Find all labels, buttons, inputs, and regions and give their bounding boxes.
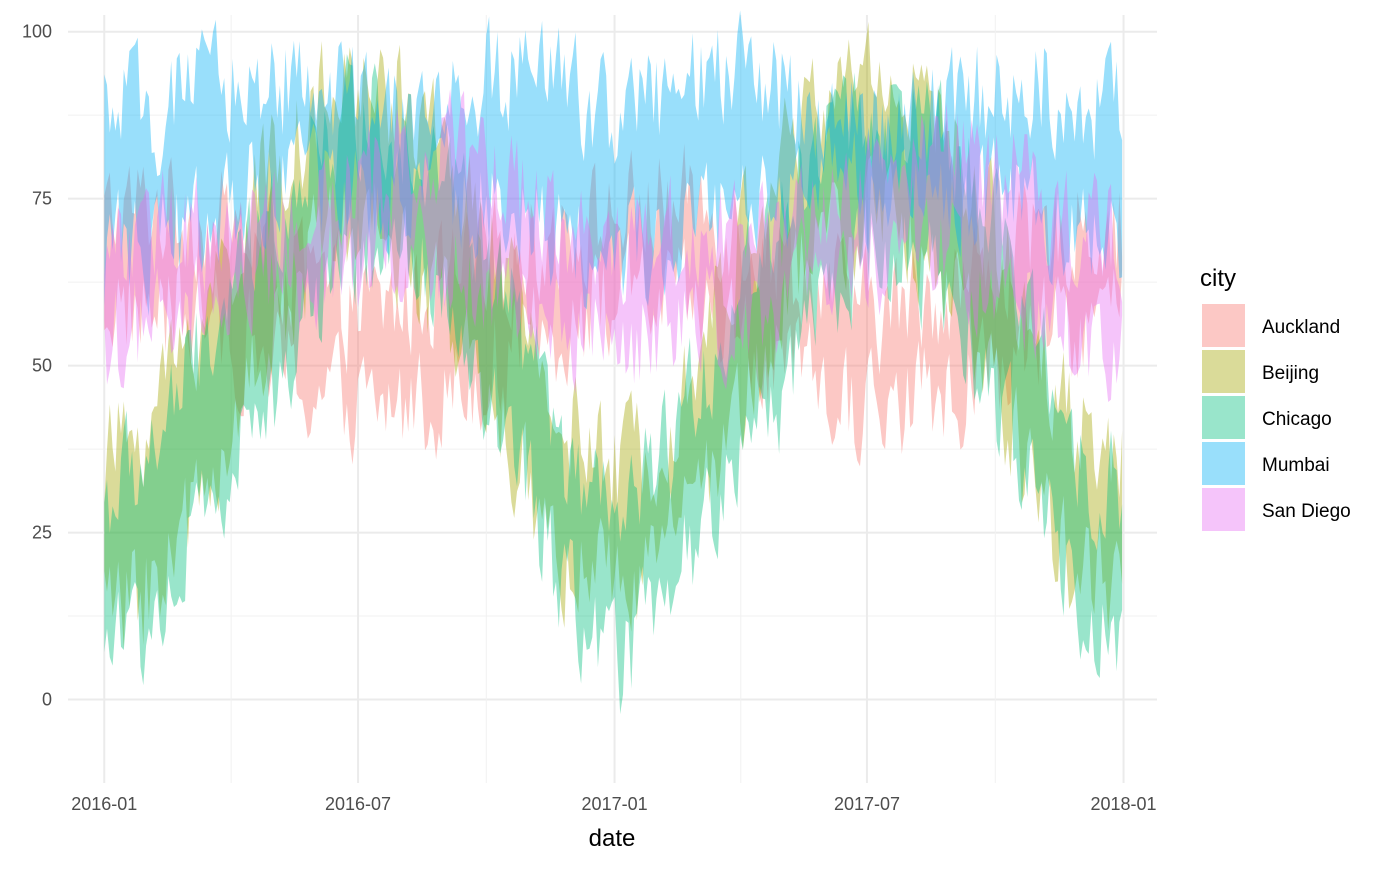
x-tick-label: 2016-07 bbox=[325, 794, 391, 814]
x-tick-label: 2017-07 bbox=[834, 794, 900, 814]
x-tick-label: 2017-01 bbox=[582, 794, 648, 814]
legend-key-auckland bbox=[1202, 304, 1245, 347]
area-mumbai bbox=[104, 10, 1123, 317]
legend-key-mumbai bbox=[1202, 442, 1245, 485]
legend-label-beijing: Beijing bbox=[1262, 363, 1319, 384]
y-tick-label: 0 bbox=[42, 690, 52, 710]
x-axis-title: date bbox=[589, 825, 636, 852]
legend-key-chicago bbox=[1202, 396, 1245, 439]
y-tick-label: 100 bbox=[22, 22, 52, 42]
legend-label-san-diego: San Diego bbox=[1262, 501, 1351, 522]
legend-label-mumbai: Mumbai bbox=[1262, 455, 1330, 476]
y-tick-label: 25 bbox=[32, 523, 52, 543]
legend-key-beijing bbox=[1202, 350, 1245, 393]
x-axis-ticks: 2016-01 2016-07 2017-01 2017-07 2018-01 bbox=[71, 794, 1156, 814]
area-chicago bbox=[104, 54, 1123, 715]
legend-label-chicago: Chicago bbox=[1262, 409, 1332, 430]
legend-key-san-diego bbox=[1202, 488, 1245, 531]
legend-title: city bbox=[1200, 265, 1236, 292]
y-tick-label: 50 bbox=[32, 356, 52, 376]
area-beijing bbox=[104, 21, 1123, 649]
series-areas bbox=[104, 10, 1123, 715]
y-axis-ticks: 0 25 50 75 100 bbox=[22, 22, 52, 710]
y-tick-label: 75 bbox=[32, 189, 52, 209]
area-san-diego bbox=[104, 89, 1123, 402]
x-tick-label: 2018-01 bbox=[1091, 794, 1157, 814]
x-tick-label: 2016-01 bbox=[71, 794, 137, 814]
legend-label-auckland: Auckland bbox=[1262, 317, 1340, 338]
area-auckland bbox=[104, 143, 1123, 467]
grid bbox=[68, 15, 1157, 783]
legend: city Auckland Beijing Chicago Mumbai San Die… bbox=[1200, 265, 1351, 531]
